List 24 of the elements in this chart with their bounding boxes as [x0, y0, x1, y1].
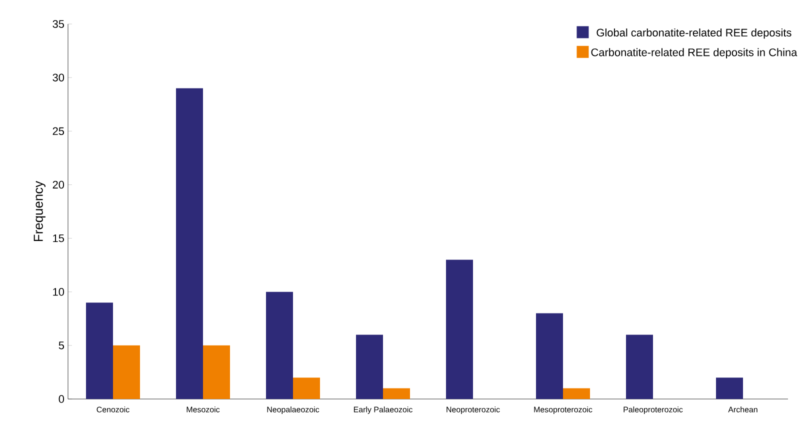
bar: [536, 313, 563, 399]
y-tick-label: 10: [53, 288, 64, 296]
legend-label: Carbonatite-related REE deposits in China: [591, 48, 798, 58]
bar: [176, 88, 203, 399]
bar: [716, 378, 744, 399]
bar: [383, 388, 410, 399]
bar: [356, 334, 383, 399]
bar: [563, 388, 590, 399]
bar: [446, 260, 473, 399]
bar: [86, 302, 113, 399]
y-tick-label: 5: [58, 342, 64, 350]
y-tick-label: 30: [52, 74, 64, 82]
bar: [203, 345, 230, 399]
y-tick-label: 35: [52, 20, 64, 28]
legend-label: Global carbonatite-related REE deposits: [596, 28, 792, 39]
y-tick-label: 0: [58, 395, 64, 403]
y-tick-label: 15: [53, 234, 64, 242]
y-tick-label: 25: [52, 127, 64, 136]
y-axis-title: Frequency: [34, 180, 46, 242]
bar: [113, 345, 140, 399]
y-tick-label: 20: [52, 180, 64, 189]
bar: [626, 334, 653, 399]
bar: [293, 378, 320, 399]
bar: [266, 292, 293, 399]
